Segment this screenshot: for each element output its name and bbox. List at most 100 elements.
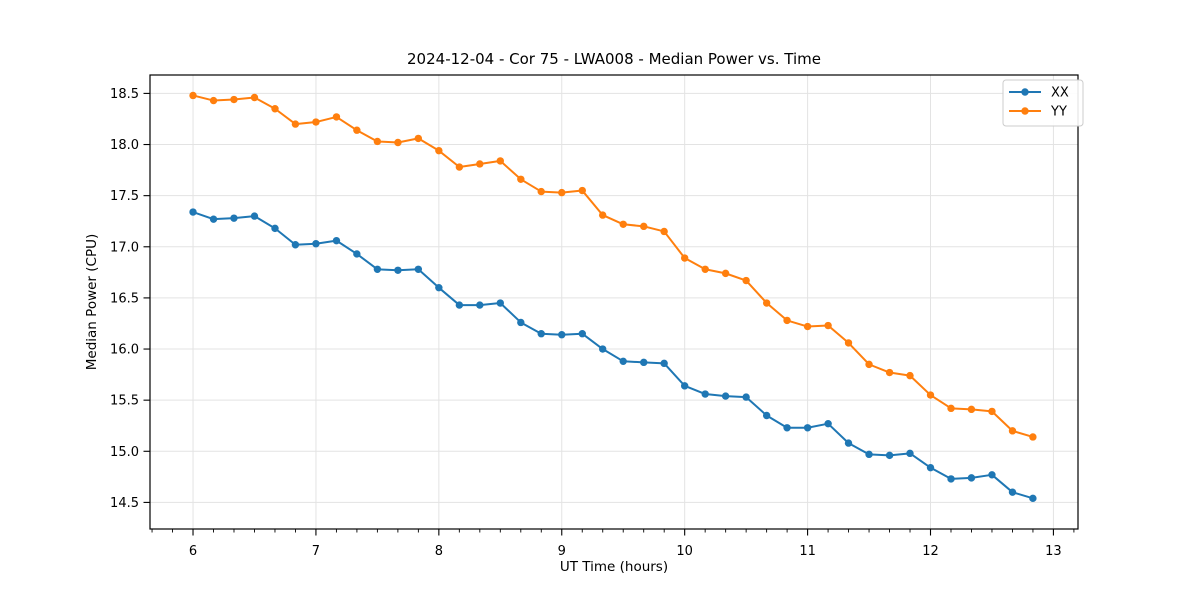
series-xx-marker — [660, 359, 668, 368]
series-yy-marker — [1008, 427, 1017, 435]
series-xx-marker — [947, 475, 955, 483]
x-tick-label: 11 — [799, 544, 816, 559]
series-yy-marker — [803, 322, 812, 331]
legend-marker-xx — [1021, 88, 1029, 96]
series-yy-marker — [885, 368, 894, 377]
series-yy-marker — [496, 157, 504, 165]
series-xx-marker — [578, 330, 586, 338]
chart-title: 2024-12-04 - Cor 75 - LWA008 - Median Po… — [407, 50, 821, 68]
x-tick-label: 6 — [189, 544, 197, 559]
series-yy-marker — [947, 404, 955, 413]
y-tick-label: 18.5 — [110, 87, 139, 102]
series-yy-marker — [414, 134, 423, 143]
series-yy-marker — [967, 405, 976, 414]
series-xx-marker — [701, 390, 709, 398]
series-yy-marker — [783, 316, 791, 325]
series-yy-marker — [1029, 433, 1037, 441]
y-tick-label: 17.0 — [110, 240, 139, 255]
legend-label-xx: XX — [1051, 86, 1069, 101]
series-yy-marker — [640, 222, 648, 231]
series-xx-marker — [312, 240, 320, 248]
series-xx-marker — [619, 357, 627, 366]
series-xx-marker — [250, 212, 259, 220]
legend-item-xx: XX — [1009, 86, 1069, 101]
series-xx-marker — [721, 392, 730, 400]
series-xx-marker — [803, 424, 812, 432]
series-xx-marker — [865, 450, 873, 459]
series-yy-marker — [558, 188, 566, 197]
legend-box — [1002, 79, 1084, 127]
y-tick-label: 16.5 — [110, 291, 139, 306]
series-xx-marker — [271, 224, 279, 233]
x-tick-label: 10 — [676, 544, 693, 559]
series-xx-marker — [762, 411, 771, 420]
series-xx-marker — [394, 266, 402, 274]
series-xx-marker — [1029, 494, 1037, 503]
series-yy-marker — [209, 96, 218, 105]
series-xx-marker — [496, 299, 504, 307]
x-tick-label: 9 — [558, 544, 566, 559]
series-xx-marker — [988, 471, 996, 479]
x-axis-label: UT Time (hours) — [560, 559, 668, 575]
series-xx-marker — [373, 265, 382, 273]
series-yy-marker — [230, 95, 238, 104]
series-xx-marker — [885, 451, 894, 460]
legend-item-yy: YY — [1009, 105, 1067, 120]
y-tick-label: 16.0 — [110, 343, 139, 358]
series-xx-marker — [209, 215, 218, 223]
y-tick-label: 15.0 — [110, 445, 139, 460]
series-yy-marker — [762, 299, 771, 307]
series-yy-marker — [394, 138, 402, 147]
series-xx-marker — [558, 331, 566, 339]
series-yy-marker — [312, 118, 320, 126]
series-xx-marker — [332, 236, 341, 245]
legend: XX YY — [1002, 79, 1084, 127]
series-xx-marker — [906, 449, 914, 458]
x-tick-label: 12 — [922, 544, 939, 559]
series-yy-marker — [701, 265, 709, 273]
series-yy-marker — [353, 126, 361, 134]
x-tick-label: 8 — [435, 544, 443, 559]
series-xx-marker — [291, 241, 300, 249]
series-xx-marker — [967, 474, 976, 482]
y-axis-label: Median Power (CPU) — [84, 234, 100, 370]
series-yy-marker — [476, 160, 484, 168]
series-xx-marker — [476, 301, 484, 309]
series-xx-marker — [824, 419, 832, 428]
series-xx-marker — [414, 265, 423, 273]
series-xx-marker — [680, 382, 689, 390]
series-xx-marker — [435, 283, 443, 292]
series-xx-marker — [517, 318, 525, 327]
series-xx-marker — [230, 214, 238, 222]
series-xx-marker — [926, 463, 935, 472]
series-xx-marker — [844, 439, 853, 447]
series-yy-marker — [189, 91, 197, 100]
legend-label-yy: YY — [1050, 105, 1067, 120]
series-yy-marker — [988, 407, 996, 416]
series-yy-marker — [680, 254, 689, 262]
series-yy-marker — [373, 137, 382, 146]
y-tick-label: 14.5 — [110, 496, 139, 511]
series-yy-marker — [824, 321, 832, 330]
series-xx-marker — [537, 330, 545, 338]
series-yy-marker — [455, 163, 464, 171]
series-xx-marker — [1008, 488, 1017, 496]
series-xx-marker — [455, 301, 464, 309]
series-xx-marker — [783, 424, 791, 432]
series-yy-marker — [332, 113, 341, 121]
series-yy-marker — [435, 146, 443, 155]
series-yy-marker — [721, 269, 730, 278]
tick-layer: 6 7 8 9 10 11 12 13 14.5 15.0 15.5 16.0 16.5 17.0 17.5… — [110, 87, 1075, 559]
series-xx-marker — [742, 393, 750, 401]
y-tick-label: 15.5 — [110, 394, 139, 409]
series-yy-marker — [906, 371, 914, 380]
series-yy-marker — [578, 186, 586, 195]
series-xx-marker — [598, 345, 607, 353]
legend-marker-yy — [1021, 107, 1029, 115]
series-yy-marker — [291, 120, 300, 128]
series-yy-marker — [926, 391, 935, 399]
series-layer — [189, 91, 1037, 503]
